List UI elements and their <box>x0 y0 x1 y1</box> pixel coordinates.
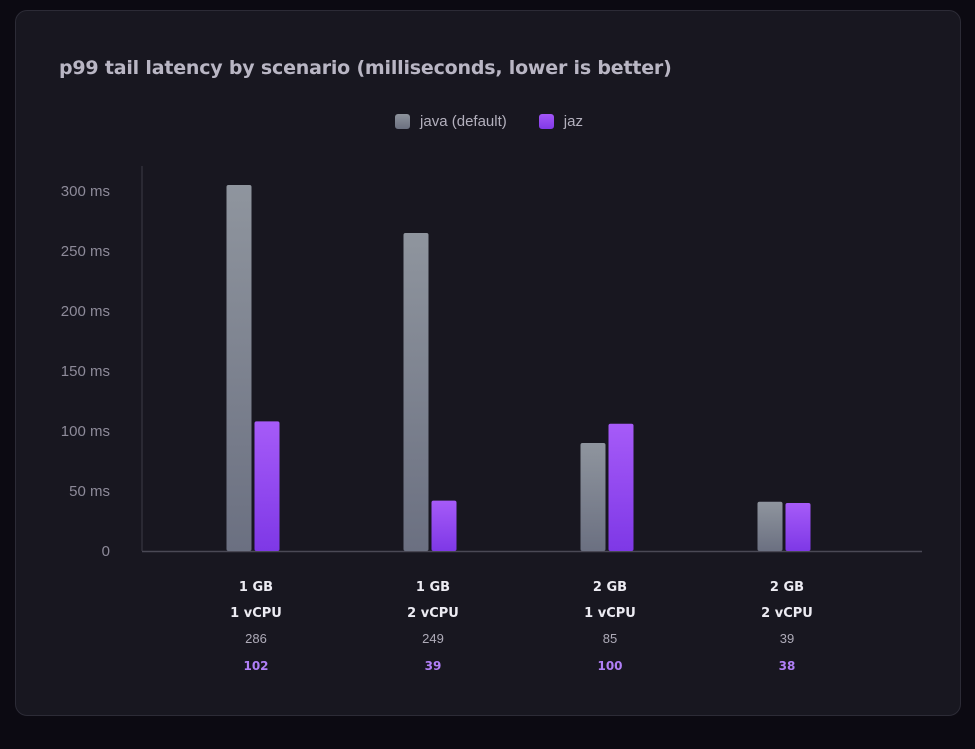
category-label: 1 vCPU <box>230 606 282 621</box>
category-label: 1 GB <box>239 580 273 595</box>
legend-item-java[interactable]: java (default) <box>395 112 507 130</box>
legend-label-java: java (default) <box>420 112 507 130</box>
y-tick-label: 50 ms <box>69 483 110 500</box>
bar-jaz[interactable] <box>785 503 811 551</box>
data-label-java: 249 <box>422 631 444 646</box>
data-label-jaz: 38 <box>779 659 796 673</box>
data-label-java: 85 <box>603 631 617 646</box>
y-axis: 0 50 ms 100 ms 150 ms 200 ms 250 ms 300 ms <box>61 166 922 560</box>
data-label-jaz: 102 <box>243 659 268 673</box>
category-label: 1 GB <box>416 580 450 595</box>
category-label: 2 vCPU <box>761 606 813 621</box>
chart-title: p99 tail latency by scenario (millisecon… <box>59 57 672 79</box>
y-tick-label: 200 ms <box>61 303 110 320</box>
legend-swatch-java <box>395 113 411 129</box>
legend-label-jaz: jaz <box>563 112 583 130</box>
bar-jaz[interactable] <box>431 500 457 551</box>
data-label-java: 286 <box>245 631 267 646</box>
bar-chart-plot: 0 50 ms 100 ms 150 ms 200 ms 250 ms 300 ms 1 G… <box>61 166 922 673</box>
y-tick-label: 150 ms <box>61 363 110 380</box>
y-tick-label: 100 ms <box>61 423 110 440</box>
legend-item-jaz[interactable]: jaz <box>538 112 583 130</box>
category-label: 2 vCPU <box>407 606 459 621</box>
legend-swatch-jaz <box>538 113 554 129</box>
x-axis-labels: 1 GB 1 vCPU 286 102 1 GB 2 vCPU 249 39 2 GB 1 vCP… <box>230 580 813 673</box>
data-label-jaz: 39 <box>425 659 442 673</box>
bar-java[interactable] <box>403 233 429 551</box>
chart-card: p99 tail latency by scenario (millisecon… <box>15 10 961 716</box>
data-label-jaz: 100 <box>597 659 622 673</box>
data-label-java: 39 <box>780 631 794 646</box>
category-label: 2 GB <box>593 580 627 595</box>
y-tick-label: 250 ms <box>61 243 110 260</box>
bar-java[interactable] <box>757 501 783 551</box>
chart-legend: java (default) jaz <box>16 112 962 130</box>
bar-java[interactable] <box>226 185 252 551</box>
bar-jaz[interactable] <box>608 423 634 551</box>
bar-jaz[interactable] <box>254 421 280 551</box>
category-label: 1 vCPU <box>584 606 636 621</box>
category-label: 2 GB <box>770 580 804 595</box>
y-tick-label: 300 ms <box>61 183 110 200</box>
bars <box>226 185 811 551</box>
bar-java[interactable] <box>580 443 606 551</box>
y-tick-label: 0 <box>102 543 110 560</box>
